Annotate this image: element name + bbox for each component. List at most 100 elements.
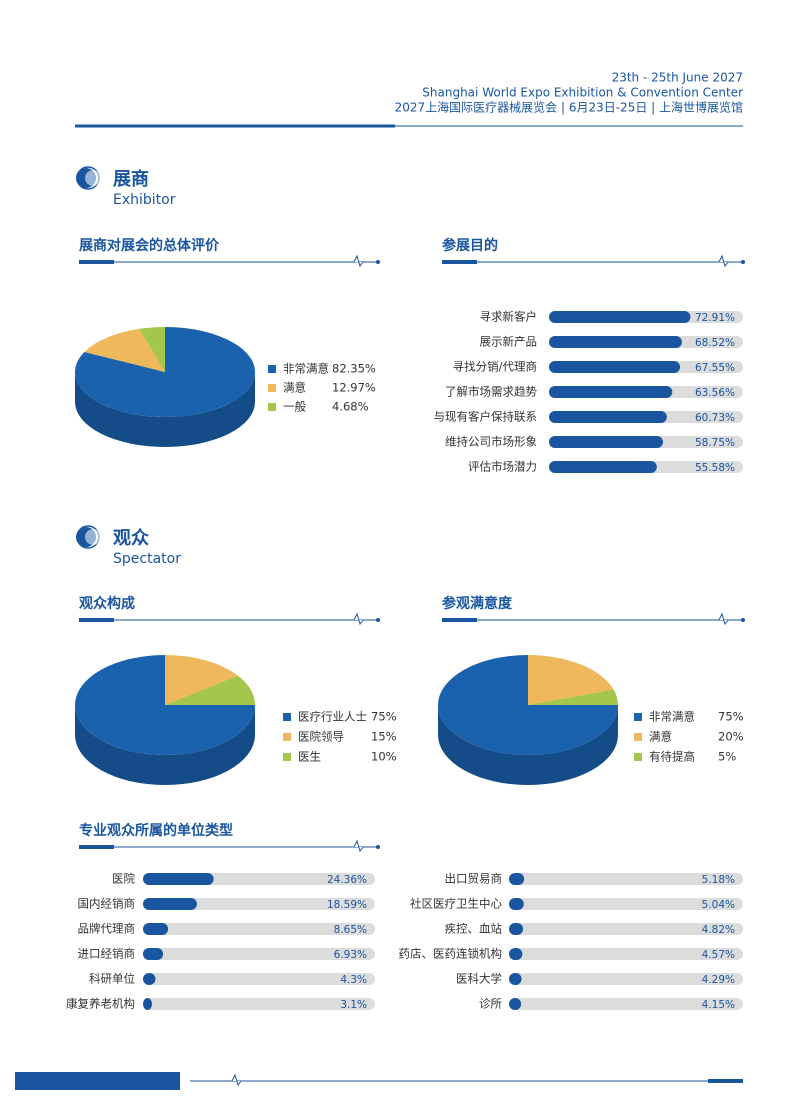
section-icon: [85, 170, 101, 186]
section-title: 展商: [113, 168, 149, 190]
legend-label: 满意: [649, 730, 672, 744]
bar-value: 63.56%: [695, 387, 735, 399]
bar: [509, 873, 525, 885]
bar: [549, 386, 673, 398]
bar-value: 5.04%: [702, 899, 735, 911]
bar-label: 社区医疗卫生中心: [410, 897, 502, 911]
legend-label: 非常满意: [649, 710, 695, 724]
bar-value: 4.82%: [702, 924, 735, 936]
bar-track: [143, 898, 375, 910]
title-rule-thick: [442, 618, 477, 622]
title-squiggle: [350, 254, 367, 268]
title-squiggle: [715, 254, 732, 268]
bar-label: 评估市场潜力: [468, 460, 537, 474]
bar-value: 4.57%: [702, 949, 735, 961]
bar: [549, 311, 691, 323]
bar: [549, 336, 682, 348]
pie-side: [438, 705, 618, 785]
bar-label: 疾控、血站: [445, 922, 503, 936]
bar: [143, 898, 197, 910]
section-icon: [85, 529, 101, 545]
pie-slice: [138, 327, 165, 372]
bar-label: 寻找分销/代理商: [453, 360, 537, 374]
legend-swatch: [268, 384, 276, 392]
legend-label: 一般: [283, 400, 306, 414]
pie-slice: [84, 328, 165, 372]
title-dot: [376, 260, 380, 264]
legend-label: 医院领导: [298, 730, 344, 744]
bar: [509, 898, 524, 910]
bar-label: 诊所: [479, 997, 502, 1011]
bar: [549, 461, 657, 473]
title-rule-thick: [79, 260, 114, 264]
legend-swatch: [634, 733, 642, 741]
bar-track: [509, 923, 743, 935]
bar-value: 8.65%: [334, 924, 367, 936]
bar-track: [509, 948, 743, 960]
section-title: 观众: [113, 527, 149, 549]
bar-label: 药店、医药连锁机构: [399, 947, 503, 961]
section-subtitle: Spectator: [113, 551, 181, 567]
bar-value: 4.15%: [702, 999, 735, 1011]
legend-swatch: [283, 753, 291, 761]
legend-label: 医疗行业人士: [298, 710, 367, 724]
title-squiggle: [715, 612, 732, 626]
bar-value: 67.55%: [695, 362, 735, 374]
legend-swatch: [283, 733, 291, 741]
pie-side: [75, 372, 255, 447]
value-label: 20%: [718, 730, 744, 744]
bar-label: 展示新产品: [480, 335, 538, 349]
value-label: 82.35%: [332, 362, 376, 376]
value-label: 10%: [371, 750, 397, 764]
legend-swatch: [634, 713, 642, 721]
title-rule-thick: [79, 618, 114, 622]
bar-label: 医院: [112, 872, 135, 886]
bar: [143, 873, 214, 885]
bar: [143, 973, 156, 985]
title-rule-thick: [79, 845, 114, 849]
bar-value: 6.93%: [334, 949, 367, 961]
bar-track: [509, 973, 743, 985]
value-label: 4.68%: [332, 400, 369, 414]
header-line: Shanghai World Expo Exhibition & Convent…: [422, 86, 743, 100]
bar: [509, 973, 522, 985]
legend-label: 非常满意: [283, 362, 329, 376]
bar-value: 55.58%: [695, 462, 735, 474]
bar-value: 24.36%: [327, 874, 367, 886]
bar-label: 国内经销商: [78, 897, 136, 911]
bar-label: 进口经销商: [78, 947, 136, 961]
legend-label: 满意: [283, 381, 306, 395]
bar-label: 出口贸易商: [445, 872, 503, 886]
footer-thick: [708, 1079, 743, 1083]
title-dot: [376, 618, 380, 622]
pie-slice: [75, 327, 255, 417]
bar-label: 寻求新客户: [480, 310, 538, 324]
chart-title: 参展目的: [442, 237, 498, 254]
pie-slice: [528, 655, 614, 705]
pie-slice: [165, 655, 238, 705]
bar-track: [143, 998, 375, 1010]
bar-value: 60.73%: [695, 412, 735, 424]
bar-value: 58.75%: [695, 437, 735, 449]
bar-value: 18.59%: [327, 899, 367, 911]
bar-value: 4.29%: [702, 974, 735, 986]
bar: [509, 923, 524, 935]
section-subtitle: Exhibitor: [113, 192, 176, 208]
bar-label: 与现有客户保持联系: [434, 410, 538, 424]
bar: [143, 998, 152, 1010]
title-squiggle: [350, 839, 367, 853]
footer-block: [15, 1072, 180, 1090]
header-line: 2027上海国际医疗器械展览会 | 6月23日-25日 | 上海世博展览馆: [395, 100, 743, 115]
bar-track: [143, 948, 375, 960]
title-dot: [376, 845, 380, 849]
bar: [143, 948, 164, 960]
bar-value: 3.1%: [340, 999, 367, 1011]
legend-swatch: [634, 753, 642, 761]
bar-label: 了解市场需求趋势: [445, 385, 537, 399]
value-label: 15%: [371, 730, 397, 744]
bar-label: 品牌代理商: [78, 922, 136, 936]
bar-value: 5.18%: [702, 874, 735, 886]
title-rule-thick: [442, 260, 477, 264]
bar-track: [509, 873, 743, 885]
